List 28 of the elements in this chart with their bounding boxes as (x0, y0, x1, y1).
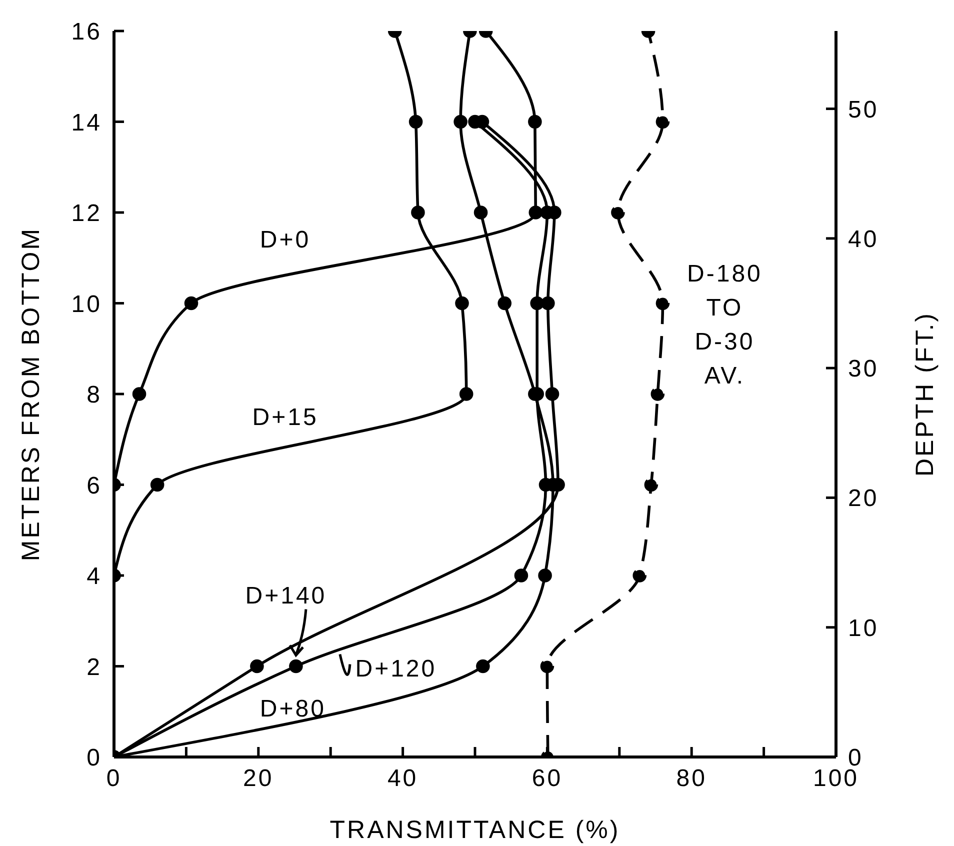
series-label: D+15 (252, 404, 318, 431)
y-tick-label: 0 (86, 744, 102, 772)
y-tick-label: 6 (86, 472, 102, 500)
y2-tick-label: 40 (848, 226, 879, 253)
y2-axis-title: DEPTH (FT.) (910, 311, 939, 477)
y-tick-label: 2 (86, 654, 102, 681)
y-tick-label: 16 (71, 18, 102, 46)
y-axis-title: METERS FROM BOTTOM (16, 226, 45, 562)
x-tick-label: 60 (532, 765, 563, 792)
y-tick-label: 4 (86, 563, 102, 590)
x-tick-label: 20 (243, 765, 274, 792)
series-label: D+140 (245, 582, 327, 610)
y-tick-label: 10 (71, 290, 102, 318)
x-axis-title: TRANSMITTANCE (%) (330, 816, 620, 844)
series-label: D+0 (260, 226, 311, 254)
y2-tick-label: 20 (848, 485, 879, 512)
series-label: D+80 (260, 695, 326, 722)
y2-tick-label: 50 (848, 96, 879, 124)
x-tick-label: 40 (387, 765, 418, 792)
y2-tick-label: 30 (848, 356, 879, 383)
x-tick-label: 80 (676, 765, 707, 792)
y-tick-label: 12 (71, 200, 102, 228)
legend-label: D+120 (355, 655, 437, 682)
y-tick-label: 8 (86, 382, 102, 409)
y-tick-label: 14 (71, 109, 102, 136)
y2-tick-label: 10 (848, 614, 879, 642)
x-tick-label: 0 (106, 765, 122, 792)
series-label: D-180 TO D-30 AV. (687, 260, 762, 390)
